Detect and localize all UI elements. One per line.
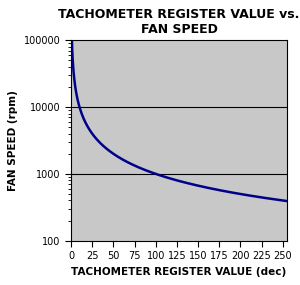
Title: TACHOMETER REGISTER VALUE vs.
FAN SPEED: TACHOMETER REGISTER VALUE vs. FAN SPEED [58, 8, 300, 36]
Y-axis label: FAN SPEED (rpm): FAN SPEED (rpm) [8, 90, 18, 191]
X-axis label: TACHOMETER REGISTER VALUE (dec): TACHOMETER REGISTER VALUE (dec) [71, 267, 286, 277]
